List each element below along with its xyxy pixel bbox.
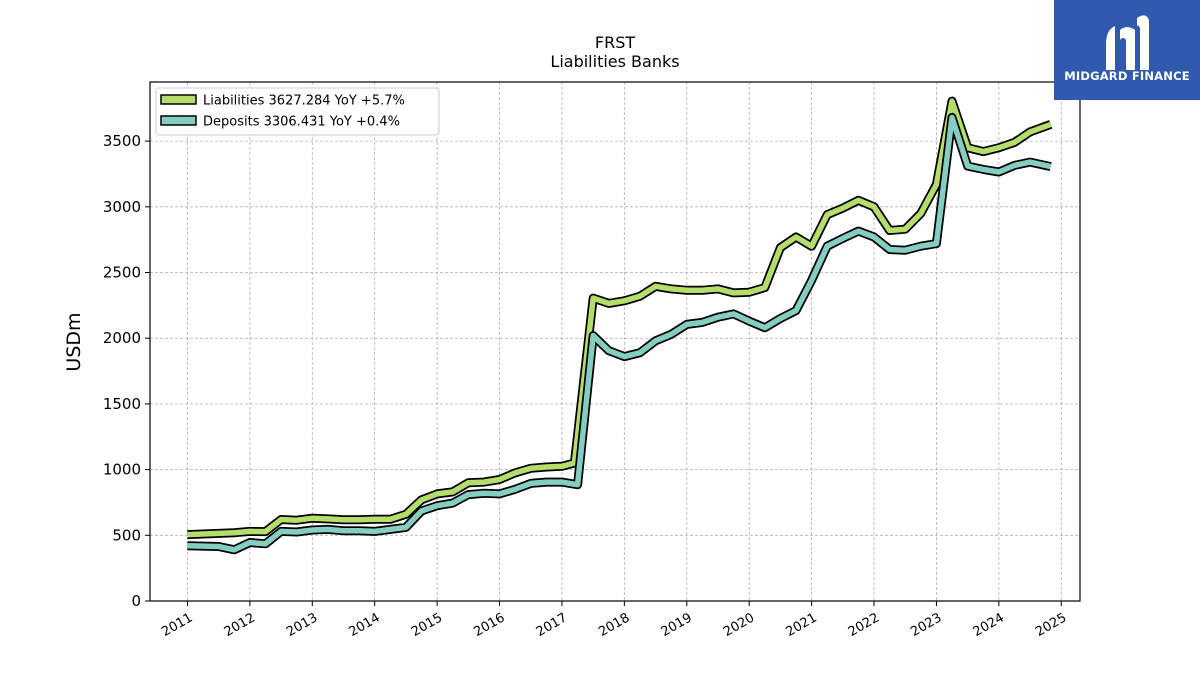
y-tick-label: 1000 bbox=[103, 461, 141, 479]
y-tick-label: 0 bbox=[131, 592, 141, 610]
series-lines bbox=[187, 96, 1053, 555]
legend-label-liabilities: Liabilities 3627.284 YoY +5.7% bbox=[203, 94, 405, 109]
legend: Liabilities 3627.284 YoY +5.7% Deposits … bbox=[155, 87, 440, 136]
x-tick-label: 2014 bbox=[347, 610, 383, 640]
x-tick-label: 2016 bbox=[471, 610, 507, 640]
x-tick-label: 2012 bbox=[222, 610, 258, 640]
y-axis-label: USDm bbox=[63, 312, 85, 371]
y-axis: 0 500 1000 1500 2000 2500 3000 3500 bbox=[103, 132, 150, 610]
logo-mark-icon bbox=[1106, 15, 1149, 70]
series-line-liabilities bbox=[187, 98, 1052, 538]
x-tick-label: 2025 bbox=[1033, 610, 1069, 640]
y-tick-label: 3500 bbox=[103, 132, 141, 150]
chart-subtitle: Liabilities Banks bbox=[550, 52, 679, 71]
legend-box bbox=[155, 87, 440, 136]
legend-swatch-liabilities bbox=[160, 94, 197, 105]
x-tick-label: 2013 bbox=[284, 610, 320, 640]
x-tick-label: 2017 bbox=[534, 610, 570, 640]
legend-label-deposits: Deposits 3306.431 YoY +0.4% bbox=[203, 115, 400, 130]
chart-title: FRST bbox=[595, 33, 635, 52]
x-tick-label: 2015 bbox=[409, 610, 445, 640]
x-axis: 2011 2012 2013 2014 2015 2016 2017 2018 2019 2020… bbox=[159, 601, 1069, 640]
logo-text: MIDGARD FINANCE bbox=[1064, 69, 1190, 83]
series-line-deposits bbox=[187, 114, 1052, 553]
x-tick-label: 2024 bbox=[971, 610, 1007, 640]
y-tick-label: 1500 bbox=[103, 395, 141, 413]
y-tick-label: 3000 bbox=[103, 198, 141, 216]
series-outline-deposits bbox=[187, 113, 1052, 555]
x-tick-label: 2021 bbox=[783, 610, 819, 640]
brand-logo: MIDGARD FINANCE bbox=[1054, 0, 1200, 100]
x-tick-label: 2011 bbox=[159, 610, 195, 640]
x-tick-label: 2018 bbox=[596, 610, 632, 640]
y-tick-label: 2000 bbox=[103, 329, 141, 347]
grid bbox=[150, 82, 1080, 601]
x-tick-label: 2023 bbox=[908, 610, 944, 640]
y-tick-label: 2500 bbox=[103, 264, 141, 282]
x-tick-label: 2022 bbox=[846, 610, 882, 640]
plot-frame bbox=[149, 81, 1081, 602]
x-tick-label: 2020 bbox=[721, 610, 757, 640]
y-tick-label: 500 bbox=[112, 526, 141, 544]
legend-swatch-deposits bbox=[160, 115, 197, 126]
x-tick-label: 2019 bbox=[659, 610, 695, 640]
